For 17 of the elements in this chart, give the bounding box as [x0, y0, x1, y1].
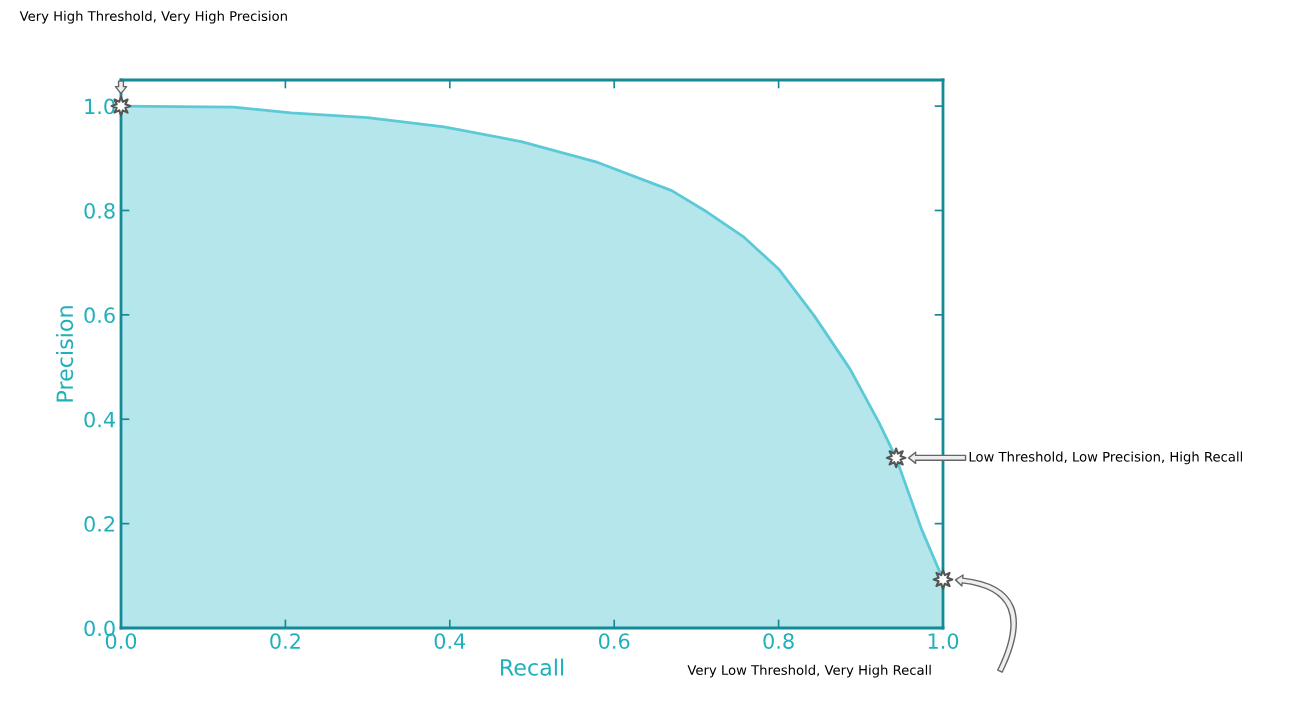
y-axis-title: Precision: [55, 306, 74, 402]
y-tick-label: 0.6: [84, 307, 115, 324]
x-tick-label: 0.2: [270, 633, 300, 649]
x-tick-label: 0.6: [599, 633, 630, 649]
y-tick-label: 1.0: [85, 98, 115, 115]
x-tick-label: 0.8: [763, 633, 794, 649]
point: [885, 447, 907, 469]
text: Very Low Threshold, Very High Recall: [687, 664, 931, 678]
y-tick-label: 0.2: [84, 516, 115, 532]
y-tick-label: 0.8: [84, 202, 115, 219]
point: [932, 569, 954, 590]
x-tick-label: 1.0: [928, 633, 959, 649]
x-tick-label: 0.4: [434, 633, 466, 649]
text: Low Threshold, Low Precision, High Recall: [969, 451, 1243, 465]
y-tick-label: 0.4: [84, 411, 115, 428]
x-axis-title: Recall: [501, 658, 564, 676]
text: Very High Threshold, Very High Precision: [19, 10, 287, 24]
